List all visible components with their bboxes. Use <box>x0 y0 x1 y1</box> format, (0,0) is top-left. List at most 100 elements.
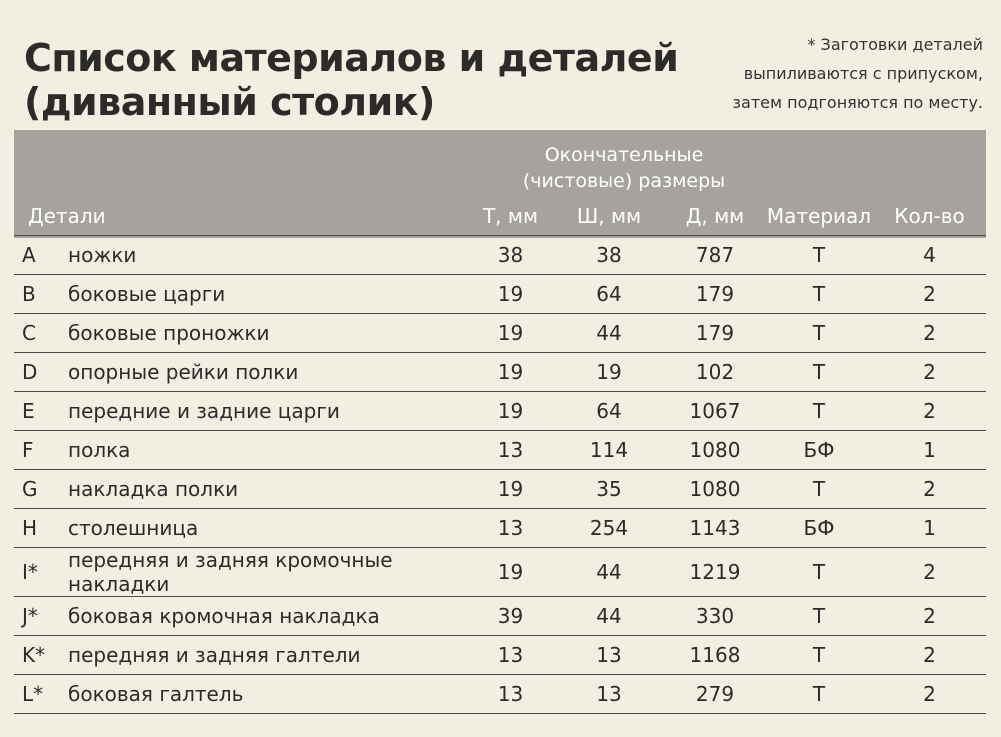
column-header: Кол-во <box>894 204 965 228</box>
part-letter: I* <box>14 547 68 597</box>
part-name: передние и задние царги <box>68 391 468 431</box>
cell: 38 <box>553 235 665 275</box>
cell: 330 <box>665 596 765 636</box>
cell: Т <box>765 313 873 353</box>
part-name: полка <box>68 430 468 470</box>
part-letter: A <box>14 235 68 275</box>
cell: 44 <box>553 596 665 636</box>
cell: 4 <box>873 235 986 275</box>
note-line: выпиливаются с припуском, <box>743 64 983 83</box>
part-letter: C <box>14 313 68 353</box>
cell: 13 <box>468 430 553 470</box>
cell: 2 <box>873 547 986 597</box>
cell: 2 <box>873 596 986 636</box>
cell: Т <box>765 235 873 275</box>
part-name: ножки <box>68 235 468 275</box>
cell: 64 <box>553 274 665 314</box>
part-name: столешница <box>68 508 468 548</box>
cell: 179 <box>665 274 765 314</box>
note: * Заготовки деталей выпиливаются с припус… <box>733 30 983 117</box>
cell: 1080 <box>665 430 765 470</box>
table-row: I* передняя и задняя кромочные накладки 19… <box>14 547 986 597</box>
cell: 1219 <box>665 547 765 597</box>
cell: 35 <box>553 469 665 509</box>
part-letter: K* <box>14 635 68 675</box>
cell: 179 <box>665 313 765 353</box>
cell: 787 <box>665 235 765 275</box>
cell: 13 <box>553 635 665 675</box>
part-letter: F <box>14 430 68 470</box>
cell: 254 <box>553 508 665 548</box>
cell: 2 <box>873 391 986 431</box>
column-header: Ш, мм <box>576 204 642 228</box>
title-line: (диванный столик) <box>24 80 435 124</box>
part-name: передняя и задняя кромочные накладки <box>68 547 468 597</box>
cell: Т <box>765 352 873 392</box>
cell: 44 <box>553 547 665 597</box>
group-header-line: Окончательные <box>544 144 704 166</box>
cell: 114 <box>553 430 665 470</box>
part-name: боковая кромочная накладка <box>68 596 468 636</box>
cell: 1168 <box>665 635 765 675</box>
cell: 44 <box>553 313 665 353</box>
part-letter: H <box>14 508 68 548</box>
cell: 1067 <box>665 391 765 431</box>
cell: 19 <box>553 352 665 392</box>
cell: 279 <box>665 674 765 714</box>
note-line: затем подгоняются по месту. <box>732 93 983 112</box>
cell: 2 <box>873 674 986 714</box>
cell: 19 <box>468 391 553 431</box>
column-header: Д, мм <box>685 204 745 228</box>
cell: БФ <box>765 508 873 548</box>
cell: 13 <box>553 674 665 714</box>
part-name: боковые проножки <box>68 313 468 353</box>
column-header: Т, мм <box>482 204 539 228</box>
cell: Т <box>765 274 873 314</box>
cell: 19 <box>468 352 553 392</box>
cell: 2 <box>873 352 986 392</box>
part-letter: B <box>14 274 68 314</box>
part-letter: E <box>14 391 68 431</box>
cell: 1080 <box>665 469 765 509</box>
cell: БФ <box>765 430 873 470</box>
column-header: Детали <box>28 204 106 228</box>
cell: 13 <box>468 674 553 714</box>
cell: 19 <box>468 274 553 314</box>
cell: 1 <box>873 508 986 548</box>
cell: 2 <box>873 274 986 314</box>
part-letter: L* <box>14 674 68 714</box>
part-letter: J* <box>14 596 68 636</box>
cell: 64 <box>553 391 665 431</box>
cell: 19 <box>468 469 553 509</box>
cell: 13 <box>468 508 553 548</box>
part-name: боковые царги <box>68 274 468 314</box>
group-header: Окончательные (чистовые) размеры <box>454 142 794 194</box>
cell: 2 <box>873 313 986 353</box>
cell: Т <box>765 391 873 431</box>
table-row: L* боковая галтель 13 13 279 Т 2 <box>14 674 986 714</box>
column-header: Материал <box>766 204 872 228</box>
cell: 2 <box>873 635 986 675</box>
table-row: K* передняя и задняя галтели 13 13 1168 Т 2 <box>14 635 986 675</box>
cell: Т <box>765 635 873 675</box>
cell: 2 <box>873 469 986 509</box>
cell: Т <box>765 547 873 597</box>
header-row: Детали Т, мм Ш, мм Д, мм Материал Кол-во <box>14 197 986 236</box>
title: Список материалов и деталей (диванный сто… <box>24 36 679 124</box>
part-name: передняя и задняя галтели <box>68 635 468 675</box>
note-line: * Заготовки деталей <box>807 35 983 54</box>
title-line: Список материалов и деталей <box>24 36 679 80</box>
header-band: Окончательные (чистовые) размеры <box>14 130 986 238</box>
cell: 19 <box>468 313 553 353</box>
cell: Т <box>765 469 873 509</box>
